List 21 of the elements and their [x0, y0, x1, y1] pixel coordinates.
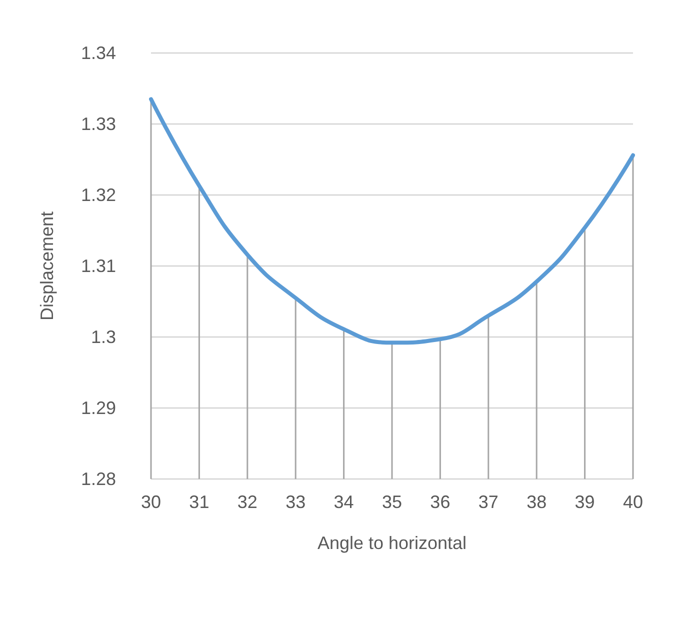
- y-tick-label: 1.28: [80, 469, 116, 489]
- x-tick-label: 34: [334, 492, 354, 512]
- x-tick-label: 38: [526, 492, 547, 512]
- y-tick-label: 1.32: [80, 185, 116, 205]
- x-tick-label: 31: [189, 492, 210, 512]
- y-tick-label: 1.3: [90, 327, 116, 347]
- x-tick-label: 39: [574, 492, 595, 512]
- y-axis-title: Displacement: [37, 211, 57, 321]
- y-tick-label: 1.34: [80, 43, 116, 63]
- x-tick-label: 30: [140, 492, 162, 512]
- x-tick-label: 33: [286, 492, 306, 512]
- x-tick-label: 37: [478, 492, 498, 512]
- y-tick-label: 1.33: [80, 114, 116, 134]
- x-tick-label: 40: [622, 492, 644, 512]
- x-tick-label: 32: [237, 492, 258, 512]
- y-tick-label: 1.31: [80, 256, 116, 276]
- x-tick-label: 36: [430, 492, 450, 512]
- x-axis-title: Angle to horizontal: [317, 533, 467, 553]
- line-series: [149, 97, 635, 345]
- y-tick-label: 1.29: [80, 398, 116, 418]
- x-tick-label: 35: [382, 492, 402, 512]
